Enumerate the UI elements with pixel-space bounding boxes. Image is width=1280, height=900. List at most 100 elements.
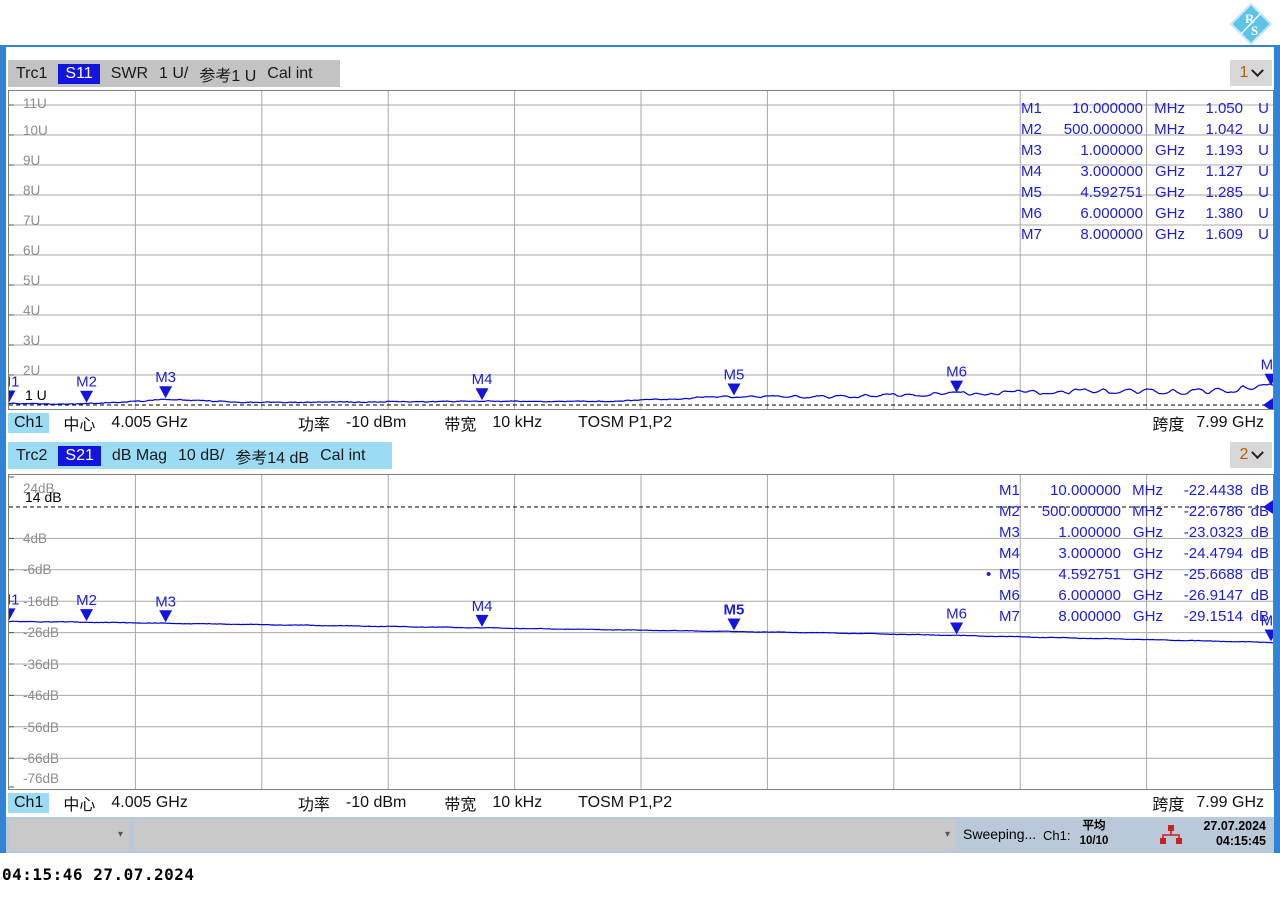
trace2-name[interactable]: Trc2 — [16, 446, 48, 464]
marker-table-row: M6 6.000000 GHz 1.380 U — [1021, 205, 1269, 222]
status-field-wide[interactable]: ▾ — [134, 820, 956, 850]
marker-triangle[interactable] — [475, 388, 489, 401]
axis-tick-label: 4dB — [23, 531, 47, 546]
marker-triangle[interactable] — [1264, 629, 1274, 642]
marker-table-row: M2 500.000000 MHz -22.6786 dB — [999, 503, 1269, 520]
marker-table-row: M2 500.000000 MHz 1.042 U — [1021, 121, 1269, 138]
channel1-label[interactable]: Ch1 — [8, 413, 50, 433]
marker-triangle[interactable] — [159, 610, 173, 623]
trace2-format[interactable]: dB Mag — [111, 446, 168, 464]
trace1-scale[interactable]: 1 U/ — [159, 64, 189, 82]
marker-table-row: M7 8.000000 GHz 1.609 U — [1021, 226, 1269, 243]
trace1-settings-bar[interactable]: Trc1 S11 SWR 1 U/ 参考1 U Cal int — [8, 60, 340, 87]
marker-triangle[interactable] — [9, 390, 16, 403]
span-label: 跨度 — [1152, 797, 1185, 814]
power-label: 功率 — [297, 797, 330, 814]
measurement-trace — [9, 383, 1273, 406]
window1-selector[interactable]: 1 — [1230, 60, 1272, 86]
bandwidth-label: 带宽 — [444, 797, 477, 814]
date-time-display: 27.07.2024 04:15:45 — [1203, 819, 1266, 849]
marker-triangle[interactable] — [727, 618, 741, 631]
status-dropdown-left[interactable]: ▾ — [9, 820, 129, 850]
svg-text:S: S — [1251, 23, 1258, 38]
marker-table-row: M1 10.000000 MHz -22.4438 dB — [999, 482, 1269, 499]
status-time: 04:15:45 — [1215, 834, 1266, 848]
chevron-down-icon[interactable] — [1251, 63, 1265, 77]
axis-tick-label: -76dB — [23, 771, 59, 786]
dropdown-arrow-icon[interactable]: ▾ — [117, 829, 123, 840]
trace1-format[interactable]: SWR — [110, 64, 149, 82]
diagram-area-2[interactable]: 24dB 4dB -6dB -16dB -26dB -36dB -46dB -56dB -66d… — [8, 474, 1274, 790]
cal-standard: TOSM P1,P2 — [578, 794, 673, 811]
grid-and-trace: 11U 10U 9U 8U 7U 6U 5U 4U 3U 2U 1 U M1 M2 M3 M4 M5 M6 M7 — [9, 91, 1273, 409]
bandwidth-value: 10 kHz — [492, 414, 543, 431]
trace2-scale[interactable]: 10 dB/ — [178, 446, 225, 464]
marker-triangle[interactable] — [159, 386, 173, 399]
channel-bar-1: Ch1 中心 4.005 GHz 功率 -10 dBm 带宽 10 kHz TO… — [8, 410, 1274, 436]
trace1-reference[interactable]: 参考1 U — [199, 67, 257, 85]
sweep-status: Sweeping... — [963, 826, 1037, 842]
trace1-name[interactable]: Trc1 — [16, 64, 48, 82]
trace2-measurement[interactable]: S21 — [58, 445, 101, 466]
marker-table-row: M7 8.000000 GHz -29.1514 dB — [999, 608, 1269, 625]
marker-triangle[interactable] — [9, 608, 16, 621]
window2-selector[interactable]: 2 — [1230, 442, 1272, 468]
trace2-reference[interactable]: 参考14 dB — [235, 449, 310, 467]
screenshot-timestamp: 04:15:46 27.07.2024 — [2, 865, 195, 884]
axis-tick-label: 5U — [23, 273, 40, 288]
span-value: 7.99 GHz — [1196, 414, 1264, 431]
window1-number: 1 — [1239, 64, 1249, 81]
power-label: 功率 — [297, 417, 330, 434]
trace1-measurement[interactable]: S11 — [58, 63, 100, 84]
power-value: -10 dBm — [345, 414, 407, 431]
axis-tick-label: 7U — [23, 213, 40, 228]
trace1-cal-state[interactable]: Cal int — [267, 64, 313, 82]
marker-table-row: M4 3.000000 GHz 1.127 U — [1021, 163, 1269, 180]
svg-text:R: R — [1245, 11, 1255, 26]
marker-triangle[interactable] — [950, 380, 964, 393]
marker-table-row: M5 4.592751 GHz 1.285 U — [1021, 184, 1269, 201]
marker-triangle[interactable] — [80, 609, 94, 622]
marker-table-1: M1 10.000000 MHz 1.050 U M2 500.000000 MHz 1.042… — [1021, 98, 1269, 245]
center-value: 4.005 GHz — [111, 794, 188, 811]
center-label: 中心 — [63, 417, 96, 434]
channel1-label[interactable]: Ch1 — [8, 793, 50, 813]
marker-triangle[interactable] — [950, 622, 964, 635]
marker-label: M6 — [946, 605, 967, 622]
cal-standard: TOSM P1,P2 — [578, 414, 673, 431]
footer-strip: 04:15:46 27.07.2024 — [0, 853, 1280, 900]
marker-triangle[interactable] — [475, 614, 489, 627]
marker-label: M3 — [155, 369, 176, 386]
marker-label: M4 — [472, 371, 493, 388]
trace2-settings-bar[interactable]: Trc2 S21 dB Mag 10 dB/ 参考14 dB Cal int — [8, 442, 393, 469]
trace2-cal-state[interactable]: Cal int — [320, 446, 366, 464]
marker-label: M1 — [9, 591, 19, 608]
axis-tick-label: 11U — [23, 96, 47, 111]
marker-table-row: M3 1.000000 GHz 1.193 U — [1021, 142, 1269, 159]
span-label: 跨度 — [1152, 417, 1185, 434]
marker-triangle[interactable] — [1264, 373, 1274, 386]
marker-triangle[interactable] — [727, 383, 741, 396]
axis-tick-label: 2U — [23, 363, 40, 378]
marker-label: M5 — [724, 366, 745, 383]
marker-label: M7 — [1261, 357, 1273, 374]
status-bar: ▾ ▾ Sweeping... Ch1: 平均 10/10 27.07.2024… — [6, 817, 1274, 853]
marker-table-row: M1 10.000000 MHz 1.050 U — [1021, 100, 1269, 117]
center-label: 中心 — [63, 797, 96, 814]
top-strip: R S — [0, 0, 1280, 46]
span-value: 7.99 GHz — [1196, 794, 1264, 811]
marker-label: M2 — [76, 374, 97, 391]
power-value: -10 dBm — [345, 794, 407, 811]
status-channel-label: Ch1: — [1043, 828, 1071, 843]
dropdown-arrow-icon[interactable]: ▾ — [944, 829, 950, 840]
marker-table-row: • M5 4.592751 GHz -25.6688 dB — [986, 566, 1269, 583]
reference-level-label: 14 dB — [25, 489, 62, 505]
marker-label: M7 — [1261, 612, 1273, 629]
status-date: 27.07.2024 — [1203, 819, 1266, 833]
marker-triangle[interactable] — [80, 390, 94, 403]
chevron-down-icon[interactable] — [1251, 445, 1265, 459]
marker-table-row: M3 1.000000 GHz -23.0323 dB — [999, 524, 1269, 541]
analyzer-app-frame: Trc1 S11 SWR 1 U/ 参考1 U Cal int 1 11U 10U… — [0, 45, 1280, 853]
axis-tick-label: -16dB — [23, 594, 59, 609]
